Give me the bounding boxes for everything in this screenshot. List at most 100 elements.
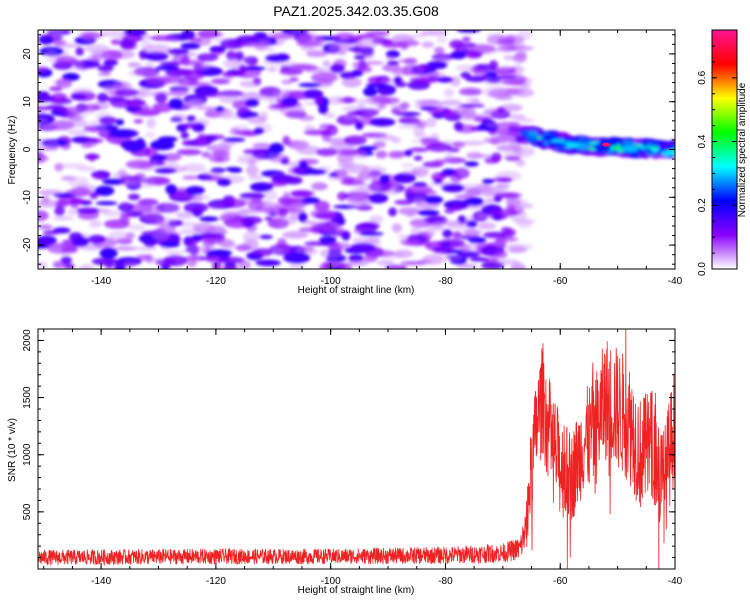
noise-blob: [422, 254, 445, 265]
noise-blob: [359, 231, 384, 236]
noise-blob: [38, 152, 45, 163]
noise-blob: [119, 201, 130, 211]
noise-blob: [306, 50, 328, 58]
noise-blob: [254, 41, 268, 51]
colorbar-tick-label: 0.2: [697, 198, 708, 212]
noise-blob: [51, 40, 67, 45]
noise-blob: [411, 166, 429, 178]
noise-blob: [355, 200, 369, 206]
noise-blob: [219, 198, 247, 208]
snr-series-line: [38, 329, 675, 569]
noise-blob: [154, 92, 168, 103]
noise-blob: [289, 77, 299, 82]
signal-blob: [564, 135, 579, 140]
noise-blob: [397, 124, 422, 129]
noise-blob: [282, 231, 309, 239]
x-tick-label: -120: [206, 276, 226, 287]
y-tick-label: -20: [22, 237, 33, 252]
noise-blob: [220, 38, 246, 49]
noise-blob: [127, 179, 156, 188]
noise-blob: [165, 184, 177, 195]
noise-blob: [433, 247, 446, 252]
noise-blob: [182, 122, 199, 129]
noise-blob: [355, 33, 377, 40]
noise-blob: [255, 259, 281, 267]
colorbar-tick-label: 0.6: [697, 70, 708, 84]
noise-blob: [199, 216, 219, 222]
noise-blob: [267, 66, 278, 73]
noise-blob: [180, 131, 190, 139]
noise-blob: [42, 230, 61, 235]
noise-blob: [466, 204, 485, 210]
signal-blob: [658, 142, 674, 148]
noise-blob: [388, 207, 397, 217]
noise-blob: [197, 133, 207, 144]
noise-blob: [414, 99, 441, 105]
noise-blob: [510, 263, 526, 269]
noise-blob: [412, 32, 427, 39]
noise-blob: [97, 65, 114, 72]
noise-blob: [97, 92, 109, 103]
noise-blob: [449, 39, 464, 49]
signal-blob: [576, 143, 588, 150]
x-tick-label: -80: [438, 276, 453, 287]
noise-blob: [151, 230, 170, 241]
noise-blob: [152, 154, 168, 162]
noise-blob: [450, 51, 467, 60]
noise-blob: [54, 205, 65, 216]
noise-blob: [281, 96, 299, 107]
noise-blob: [55, 55, 78, 65]
noise-blob: [217, 256, 245, 264]
noise-blob: [427, 75, 441, 82]
noise-blob: [388, 150, 405, 159]
noise-blob: [466, 197, 484, 206]
snr-y-label: SNR (10 * v/v): [7, 418, 18, 482]
signal-blob: [610, 140, 618, 147]
noise-blob: [71, 87, 95, 94]
noise-blob: [218, 93, 240, 104]
noise-blob: [356, 39, 378, 50]
noise-blob: [303, 168, 327, 175]
noise-blob: [222, 71, 236, 78]
noise-blob: [429, 132, 440, 141]
noise-blob: [76, 207, 100, 214]
signal-blob: [623, 146, 639, 153]
noise-blob: [424, 195, 444, 204]
y-tick-label: 10: [22, 96, 33, 108]
noise-blob: [298, 161, 308, 169]
noise-blob: [122, 260, 138, 267]
noise-blob: [465, 97, 479, 104]
noise-blob: [373, 134, 396, 141]
noise-blob: [327, 242, 351, 250]
noise-blob: [188, 37, 203, 42]
noise-blob: [47, 244, 72, 248]
noise-blob: [390, 265, 401, 269]
noise-blob: [97, 123, 107, 133]
noise-blob: [441, 156, 464, 164]
noise-blob: [363, 112, 373, 119]
noise-blob: [238, 259, 251, 269]
noise-blob: [478, 222, 496, 230]
noise-blob: [188, 99, 206, 108]
noise-blob: [114, 88, 139, 97]
noise-blob: [370, 250, 395, 257]
noise-blob: [100, 30, 127, 38]
noise-blob: [125, 159, 154, 169]
noise-blob: [254, 153, 268, 160]
noise-blob: [409, 147, 429, 153]
y-tick-label: 500: [22, 503, 33, 520]
noise-blob: [492, 75, 518, 80]
x-tick-label: -60: [553, 576, 568, 587]
noise-blob: [41, 195, 50, 203]
noise-blob: [339, 71, 358, 79]
noise-blob: [38, 224, 53, 230]
noise-blob: [50, 30, 62, 38]
noise-blob: [484, 157, 500, 164]
noise-blob: [357, 98, 367, 109]
noise-blob: [183, 70, 205, 81]
noise-blob: [316, 148, 338, 157]
noise-blob: [289, 30, 318, 33]
noise-blob: [38, 261, 47, 268]
noise-blob: [335, 148, 356, 156]
noise-blob: [202, 170, 223, 177]
